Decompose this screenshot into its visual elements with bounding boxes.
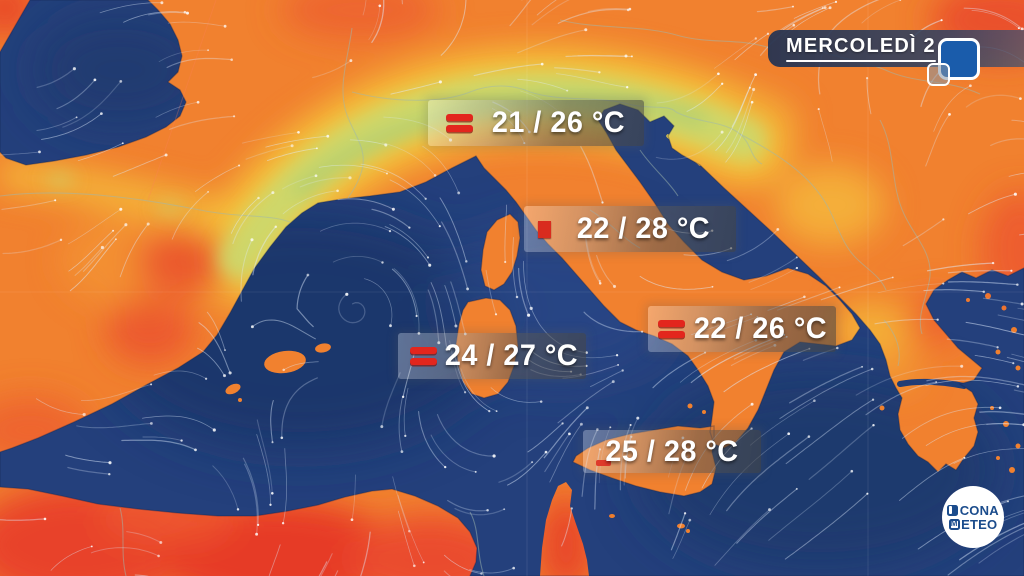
logo-line-1: CONA bbox=[947, 504, 999, 517]
logo-i-icon bbox=[947, 504, 959, 516]
temp-range-text: 25 / 28 °C bbox=[605, 434, 739, 468]
city-dash-marker-icon bbox=[596, 460, 611, 466]
steady-bars-icon bbox=[446, 114, 473, 132]
city-square-marker-icon bbox=[538, 220, 551, 238]
temp-range-text: 24 / 27 °C bbox=[444, 339, 579, 372]
country-borders bbox=[0, 19, 981, 576]
day-banner: MERCOLEDÌ 2 bbox=[768, 30, 1024, 86]
temp-range-text: 21 / 26 °C bbox=[491, 106, 626, 139]
iconameteo-logo: CONA M ETEO bbox=[942, 486, 1004, 548]
logo-line-2: M ETEO bbox=[948, 516, 998, 532]
logo-word-2: ETEO bbox=[961, 516, 998, 532]
temp-label-sicily: 25 / 28 °C bbox=[583, 430, 761, 473]
logo-word-1: CONA bbox=[959, 502, 999, 518]
temp-label-north-italy: 21 / 26 °C bbox=[428, 100, 644, 146]
temp-range-text: 22 / 28 °C bbox=[576, 212, 711, 245]
calendar-day-small-icon bbox=[927, 63, 950, 86]
temp-label-south-italy: 22 / 26 °C bbox=[648, 306, 836, 352]
temp-label-sardinia: 24 / 27 °C bbox=[398, 333, 586, 379]
day-label: MERCOLEDÌ 2 bbox=[786, 35, 936, 57]
temp-range-text: 22 / 26 °C bbox=[693, 312, 828, 345]
steady-bars-icon bbox=[658, 320, 685, 338]
temp-label-central-italy: 22 / 28 °C bbox=[524, 206, 736, 252]
logo-m-icon: M bbox=[948, 518, 960, 530]
steady-bars-icon bbox=[410, 347, 437, 365]
banner-underline bbox=[786, 59, 936, 62]
